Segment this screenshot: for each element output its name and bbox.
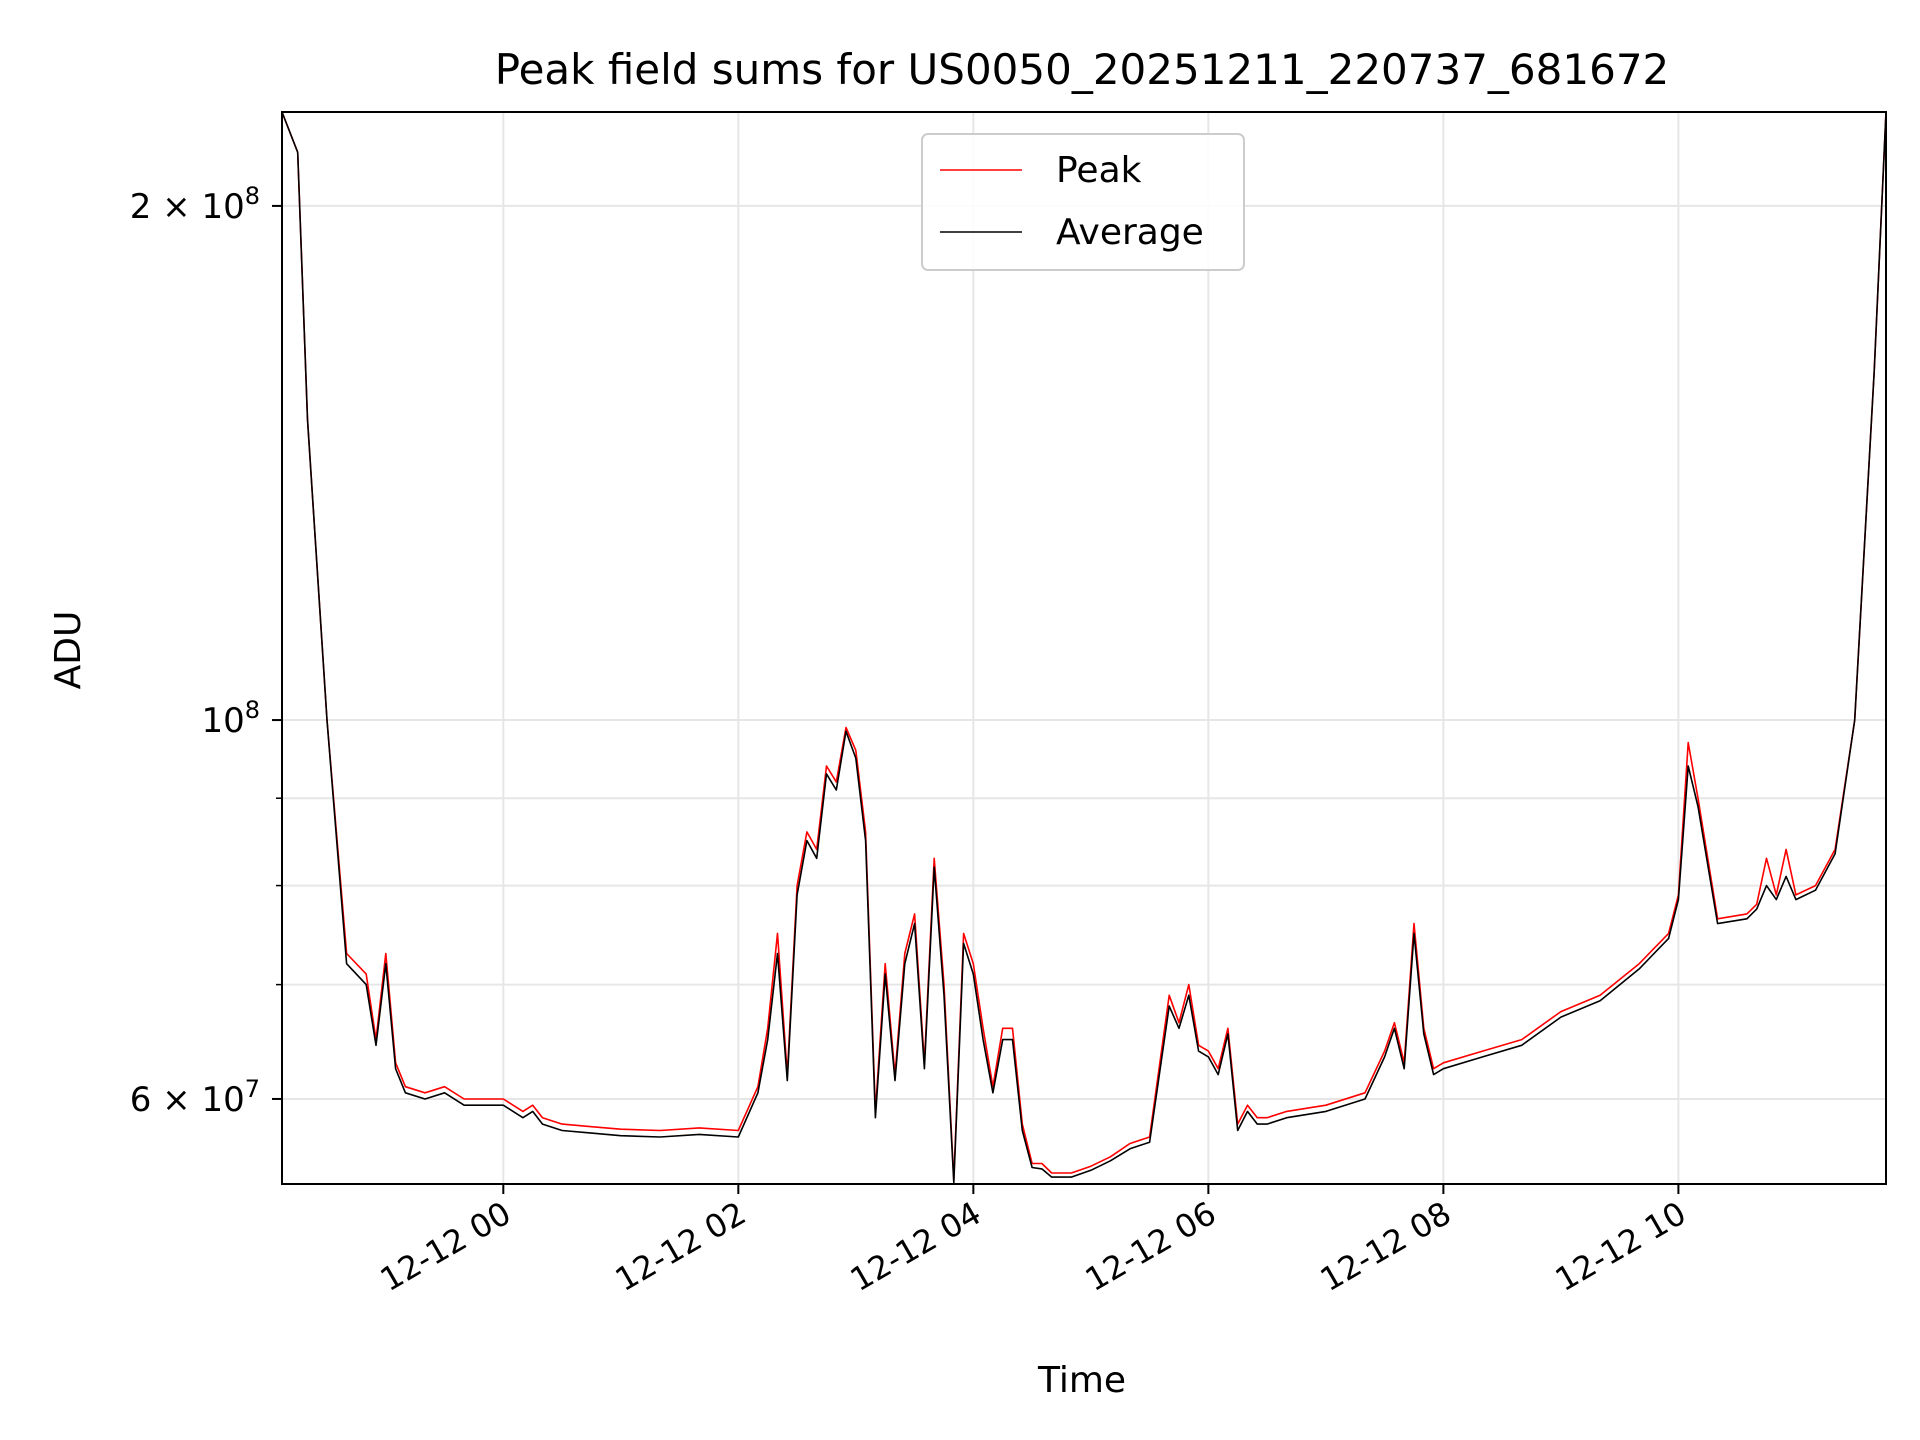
y-tick-label: 6 × 107 <box>130 1075 260 1120</box>
legend-average-label: Average <box>1056 212 1204 253</box>
legend-box <box>921 133 1245 271</box>
y-tick-exponent: 7 <box>245 1075 260 1103</box>
chart-title: Peak field sums for US0050_20251211_2207… <box>495 45 1670 94</box>
y-tick-label: 2 × 108 <box>130 182 260 227</box>
y-tick-base: 10 <box>201 701 244 741</box>
series-line-average <box>281 111 1887 1184</box>
series-line-peak <box>281 111 1887 1181</box>
legend-peak-label: Peak <box>1056 150 1142 191</box>
y-tick-label: 108 <box>201 696 260 741</box>
y-tick-base: 6 × 10 <box>130 1080 245 1120</box>
x-axis-label: Time <box>1037 1360 1126 1401</box>
plot-frame <box>281 111 1887 1185</box>
y-tick-exponent: 8 <box>245 182 260 210</box>
legend: Peak Average <box>921 133 1245 271</box>
y-tick-base: 2 × 10 <box>130 187 245 227</box>
y-tick-exponent: 8 <box>245 696 260 724</box>
series-layer <box>281 111 1887 1184</box>
y-axis-label: ADU <box>48 611 89 690</box>
